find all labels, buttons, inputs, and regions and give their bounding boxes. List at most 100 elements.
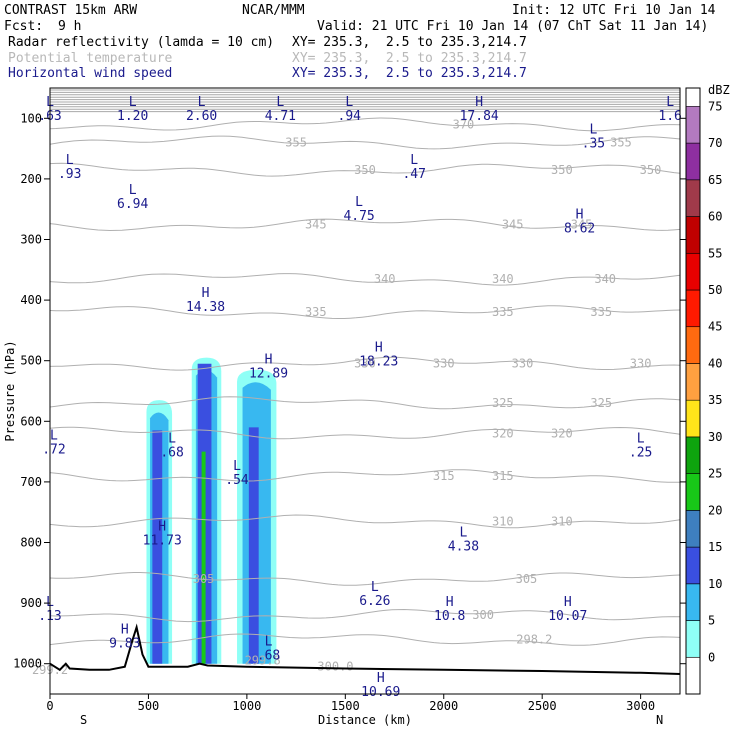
wind-extremum-type: L xyxy=(460,525,468,540)
isentrope-label: 298.2 xyxy=(516,632,552,646)
wind-extremum-type: H xyxy=(158,519,166,534)
isentrope-label: 310 xyxy=(492,514,514,528)
isentrope-label: 325 xyxy=(492,396,514,410)
colorbar-swatch xyxy=(685,216,701,254)
wind-extremum-type: L xyxy=(129,95,137,110)
x-tick-label: 2000 xyxy=(429,699,458,713)
isentrope-line xyxy=(49,305,681,319)
wind-extremum-type: L xyxy=(50,428,58,443)
isentrope-label: 345 xyxy=(502,217,524,231)
wind-extremum-value: 10.8 xyxy=(434,609,465,624)
isentrope-label: 325 xyxy=(590,396,612,410)
isentrope-label: 335 xyxy=(305,305,327,319)
isentrope-label: 355 xyxy=(610,136,632,150)
isentrope-line xyxy=(49,633,681,646)
reflectivity-cell-core xyxy=(248,427,259,664)
wind-extremum-value: 10.69 xyxy=(361,685,400,700)
colorbar-tick-label: 0 xyxy=(708,650,715,664)
wind-extremum-type: L xyxy=(637,432,645,447)
colorbar-swatch xyxy=(685,363,701,401)
wind-extremum-value: .25 xyxy=(629,446,652,461)
field-name-reflectivity: Radar reflectivity (lamda = 10 cm) xyxy=(8,35,275,50)
wind-extremum-type: L xyxy=(410,153,418,168)
colorbar-tick-label: 50 xyxy=(708,283,722,297)
reflectivity-cell-core xyxy=(152,430,163,664)
wind-extremum-value: 14.38 xyxy=(186,300,225,315)
colorbar-unit: dBZ xyxy=(708,83,730,97)
y-tick-label: 300 xyxy=(20,233,42,247)
y-tick-label: 200 xyxy=(20,172,42,186)
wind-extremum-value: 12.89 xyxy=(249,367,288,382)
wind-extremum-type: L xyxy=(198,95,206,110)
isentrope-label: 335 xyxy=(492,305,514,319)
isentrope-label: 310 xyxy=(551,514,573,528)
isentrope-line xyxy=(49,162,681,177)
isentrope-label: 300 xyxy=(472,608,494,622)
north-end-label: N xyxy=(656,713,663,727)
isentrope-label: 330 xyxy=(630,357,652,371)
colorbar-swatch xyxy=(685,583,701,621)
isentrope-label: 335 xyxy=(590,305,612,319)
y-tick-label: 100 xyxy=(20,111,42,125)
colorbar-tick-label: 15 xyxy=(708,540,722,554)
terrain-layer xyxy=(49,623,681,675)
wind-extremum-type: L xyxy=(355,195,363,210)
colorbar-swatch xyxy=(685,106,701,144)
colorbar-tick-label: 30 xyxy=(708,430,722,444)
y-tick-label: 700 xyxy=(20,475,42,489)
isentrope-label: 330 xyxy=(354,357,376,371)
wind-extremum-type: L xyxy=(265,635,273,650)
wind-extremum-type: L xyxy=(371,580,379,595)
forecast-label: Fcst: xyxy=(4,19,44,34)
y-tick-label: 1000 xyxy=(13,657,42,671)
model-title: CONTRAST 15km ARW xyxy=(4,3,138,18)
wind-extremum-value: 11.73 xyxy=(143,533,182,548)
colorbar-swatch xyxy=(685,546,701,585)
isentrope-line xyxy=(49,117,681,132)
colorbar-swatch xyxy=(685,436,701,474)
colorbar-tick-label: 60 xyxy=(708,210,722,224)
isentrope-label: 345 xyxy=(305,217,327,231)
org-label: NCAR/MMM xyxy=(242,3,305,18)
wind-extremum-value: 2.60 xyxy=(186,109,217,124)
colorbar-swatch xyxy=(685,399,701,438)
isentrope-label: 315 xyxy=(433,469,455,483)
isentrope-label: 330 xyxy=(512,357,534,371)
isentrope-line xyxy=(49,218,681,232)
isentrope-label: 340 xyxy=(492,272,514,286)
y-tick-label: 400 xyxy=(20,293,42,307)
south-end-label: S xyxy=(80,713,87,727)
wind-extremum-type: H xyxy=(564,595,572,610)
isentrope-label: 299.8 xyxy=(245,654,281,668)
field-name-wind: Horizontal wind speed xyxy=(8,66,173,81)
isentrope-label: 305 xyxy=(193,572,215,586)
colorbar-swatch xyxy=(685,326,701,364)
terrain-line xyxy=(49,623,681,675)
isentrope-label: 370 xyxy=(453,117,475,131)
wind-extremum-value: 1.20 xyxy=(117,109,148,124)
isentrope-line xyxy=(49,469,681,483)
wind-extremum-type: L xyxy=(276,95,284,110)
colorbar-swatch xyxy=(685,142,701,181)
wind-extremum-value: .68 xyxy=(257,649,280,664)
isentrope-line xyxy=(49,514,681,529)
wind-extremum-value: .94 xyxy=(338,109,362,124)
wind-extremum-value: 10.07 xyxy=(548,609,587,624)
wind-extremum-value: 8.62 xyxy=(564,221,595,236)
field-name-theta: Potential temperature xyxy=(8,51,173,66)
init-time: Init: 12 UTC Fri 10 Jan 14 xyxy=(512,3,716,18)
isentrope-label: 330 xyxy=(433,357,455,371)
isentrope-line xyxy=(49,356,681,371)
isentrope-label: 340 xyxy=(594,272,616,286)
valid-time: Valid: 21 UTC Fri 10 Jan 14 (07 ChT Sat … xyxy=(317,19,709,34)
reflectivity-cell-peak xyxy=(201,451,206,664)
wind-extremum-value: .68 xyxy=(160,446,183,461)
y-axis-label: Pressure (hPa) xyxy=(3,340,17,441)
colorbar-swatch xyxy=(685,510,701,548)
x-axis-label: Distance (km) xyxy=(318,713,412,727)
y-tick-label: 800 xyxy=(20,536,42,550)
wind-extremum-type: H xyxy=(446,595,454,610)
wind-extremum-value: 9.83 xyxy=(109,636,140,651)
wind-extremum-value: 1.6 xyxy=(658,109,681,124)
